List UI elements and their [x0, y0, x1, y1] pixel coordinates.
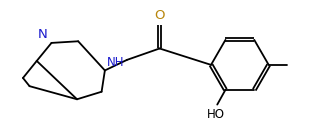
Text: NH: NH	[107, 56, 124, 69]
Text: N: N	[38, 28, 48, 41]
Text: HO: HO	[207, 108, 225, 121]
Text: O: O	[154, 9, 165, 22]
